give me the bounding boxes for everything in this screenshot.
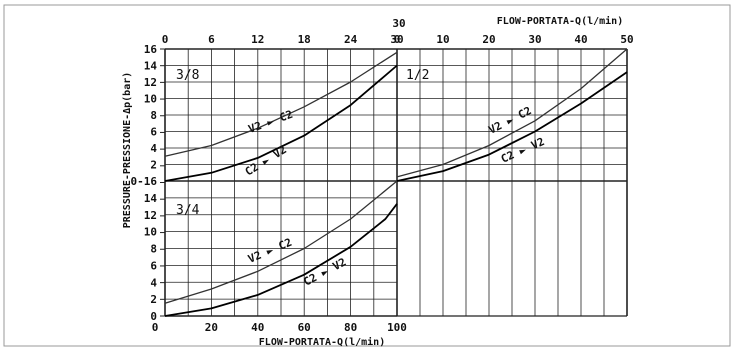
x-top-right-tick-label: 40 — [574, 33, 587, 46]
y-tick-label: 8 — [150, 243, 157, 256]
y-tick-label: 6 — [150, 126, 157, 139]
x-top-left-tick-label: 12 — [251, 33, 264, 46]
panel-title-3-4: 3/4 — [176, 203, 200, 218]
x-bottom-tick-label: 0 — [152, 321, 159, 334]
y-tick-label: 2 — [150, 159, 157, 172]
x-bottom-tick-label: 80 — [344, 321, 357, 334]
x-top-right-tick-label: 0 — [394, 33, 401, 46]
y-tick-label: 12 — [144, 209, 157, 222]
y-tick-label: 4 — [150, 276, 157, 289]
x-top-right-tick-label: 20 — [482, 33, 495, 46]
y-tick-label: 0 — [150, 310, 157, 323]
y-tick-label: 10 — [144, 93, 157, 106]
curve-p38-series-0 — [164, 51, 398, 157]
x-bottom-tick-label: 20 — [205, 321, 218, 334]
y-tick-label: 10 — [144, 226, 157, 239]
curves — [164, 48, 628, 317]
y-tick-label: 4 — [150, 142, 157, 155]
top-right-axis-title: FLOW-PORTATA-Q(l/min) — [497, 15, 623, 27]
x-bottom-tick-label: 40 — [251, 321, 264, 334]
panel-title-3-8: 3/8 — [176, 68, 199, 83]
curve-p12-series-1 — [396, 71, 628, 182]
panel-title-1-2: 1/2 — [406, 68, 429, 83]
x-top-left-tick-label: 0 — [162, 33, 169, 46]
x-top-right-tick-label: 30 — [528, 33, 541, 46]
y-tick-label: 16 — [144, 43, 158, 56]
x-top-left-tick-label: 18 — [298, 33, 311, 46]
y-axis-title: PRESSURE-PRESSIONE-Δp(bar) — [122, 72, 133, 229]
y-tick-label: 2 — [150, 293, 157, 306]
y-tick-label: 12 — [144, 76, 157, 89]
y-tick-label: 14 — [144, 60, 158, 73]
grid-lines — [160, 48, 628, 317]
x-bottom-tick-label: 60 — [298, 321, 311, 334]
curve-p38-series-1 — [164, 64, 398, 182]
x-bottom-tick-label: 100 — [387, 321, 407, 334]
x-top-right-tick-label: 50 — [620, 33, 633, 46]
curve-p34-series-0 — [164, 180, 398, 304]
y-tick-label: 8 — [150, 109, 157, 122]
bottom-axis-title: FLOW-PORTATA-Q(l/min) — [259, 336, 385, 348]
y-tick-label: 14 — [144, 192, 158, 205]
curve-p34-series-1 — [164, 203, 398, 317]
x-top-right-tick-label: 10 — [436, 33, 449, 46]
x-top-left-tick-label: 24 — [344, 33, 358, 46]
y-tick-label: 0-16 — [131, 175, 158, 188]
x-top-left-tick-label: 30 — [390, 33, 403, 46]
top-right-axis-overlap-tick: 30 — [392, 17, 405, 30]
x-top-left-tick-label: 6 — [208, 33, 215, 46]
chart-frame — [3, 4, 731, 347]
y-tick-label: 6 — [150, 259, 157, 272]
curve-p12-series-0 — [396, 48, 628, 178]
